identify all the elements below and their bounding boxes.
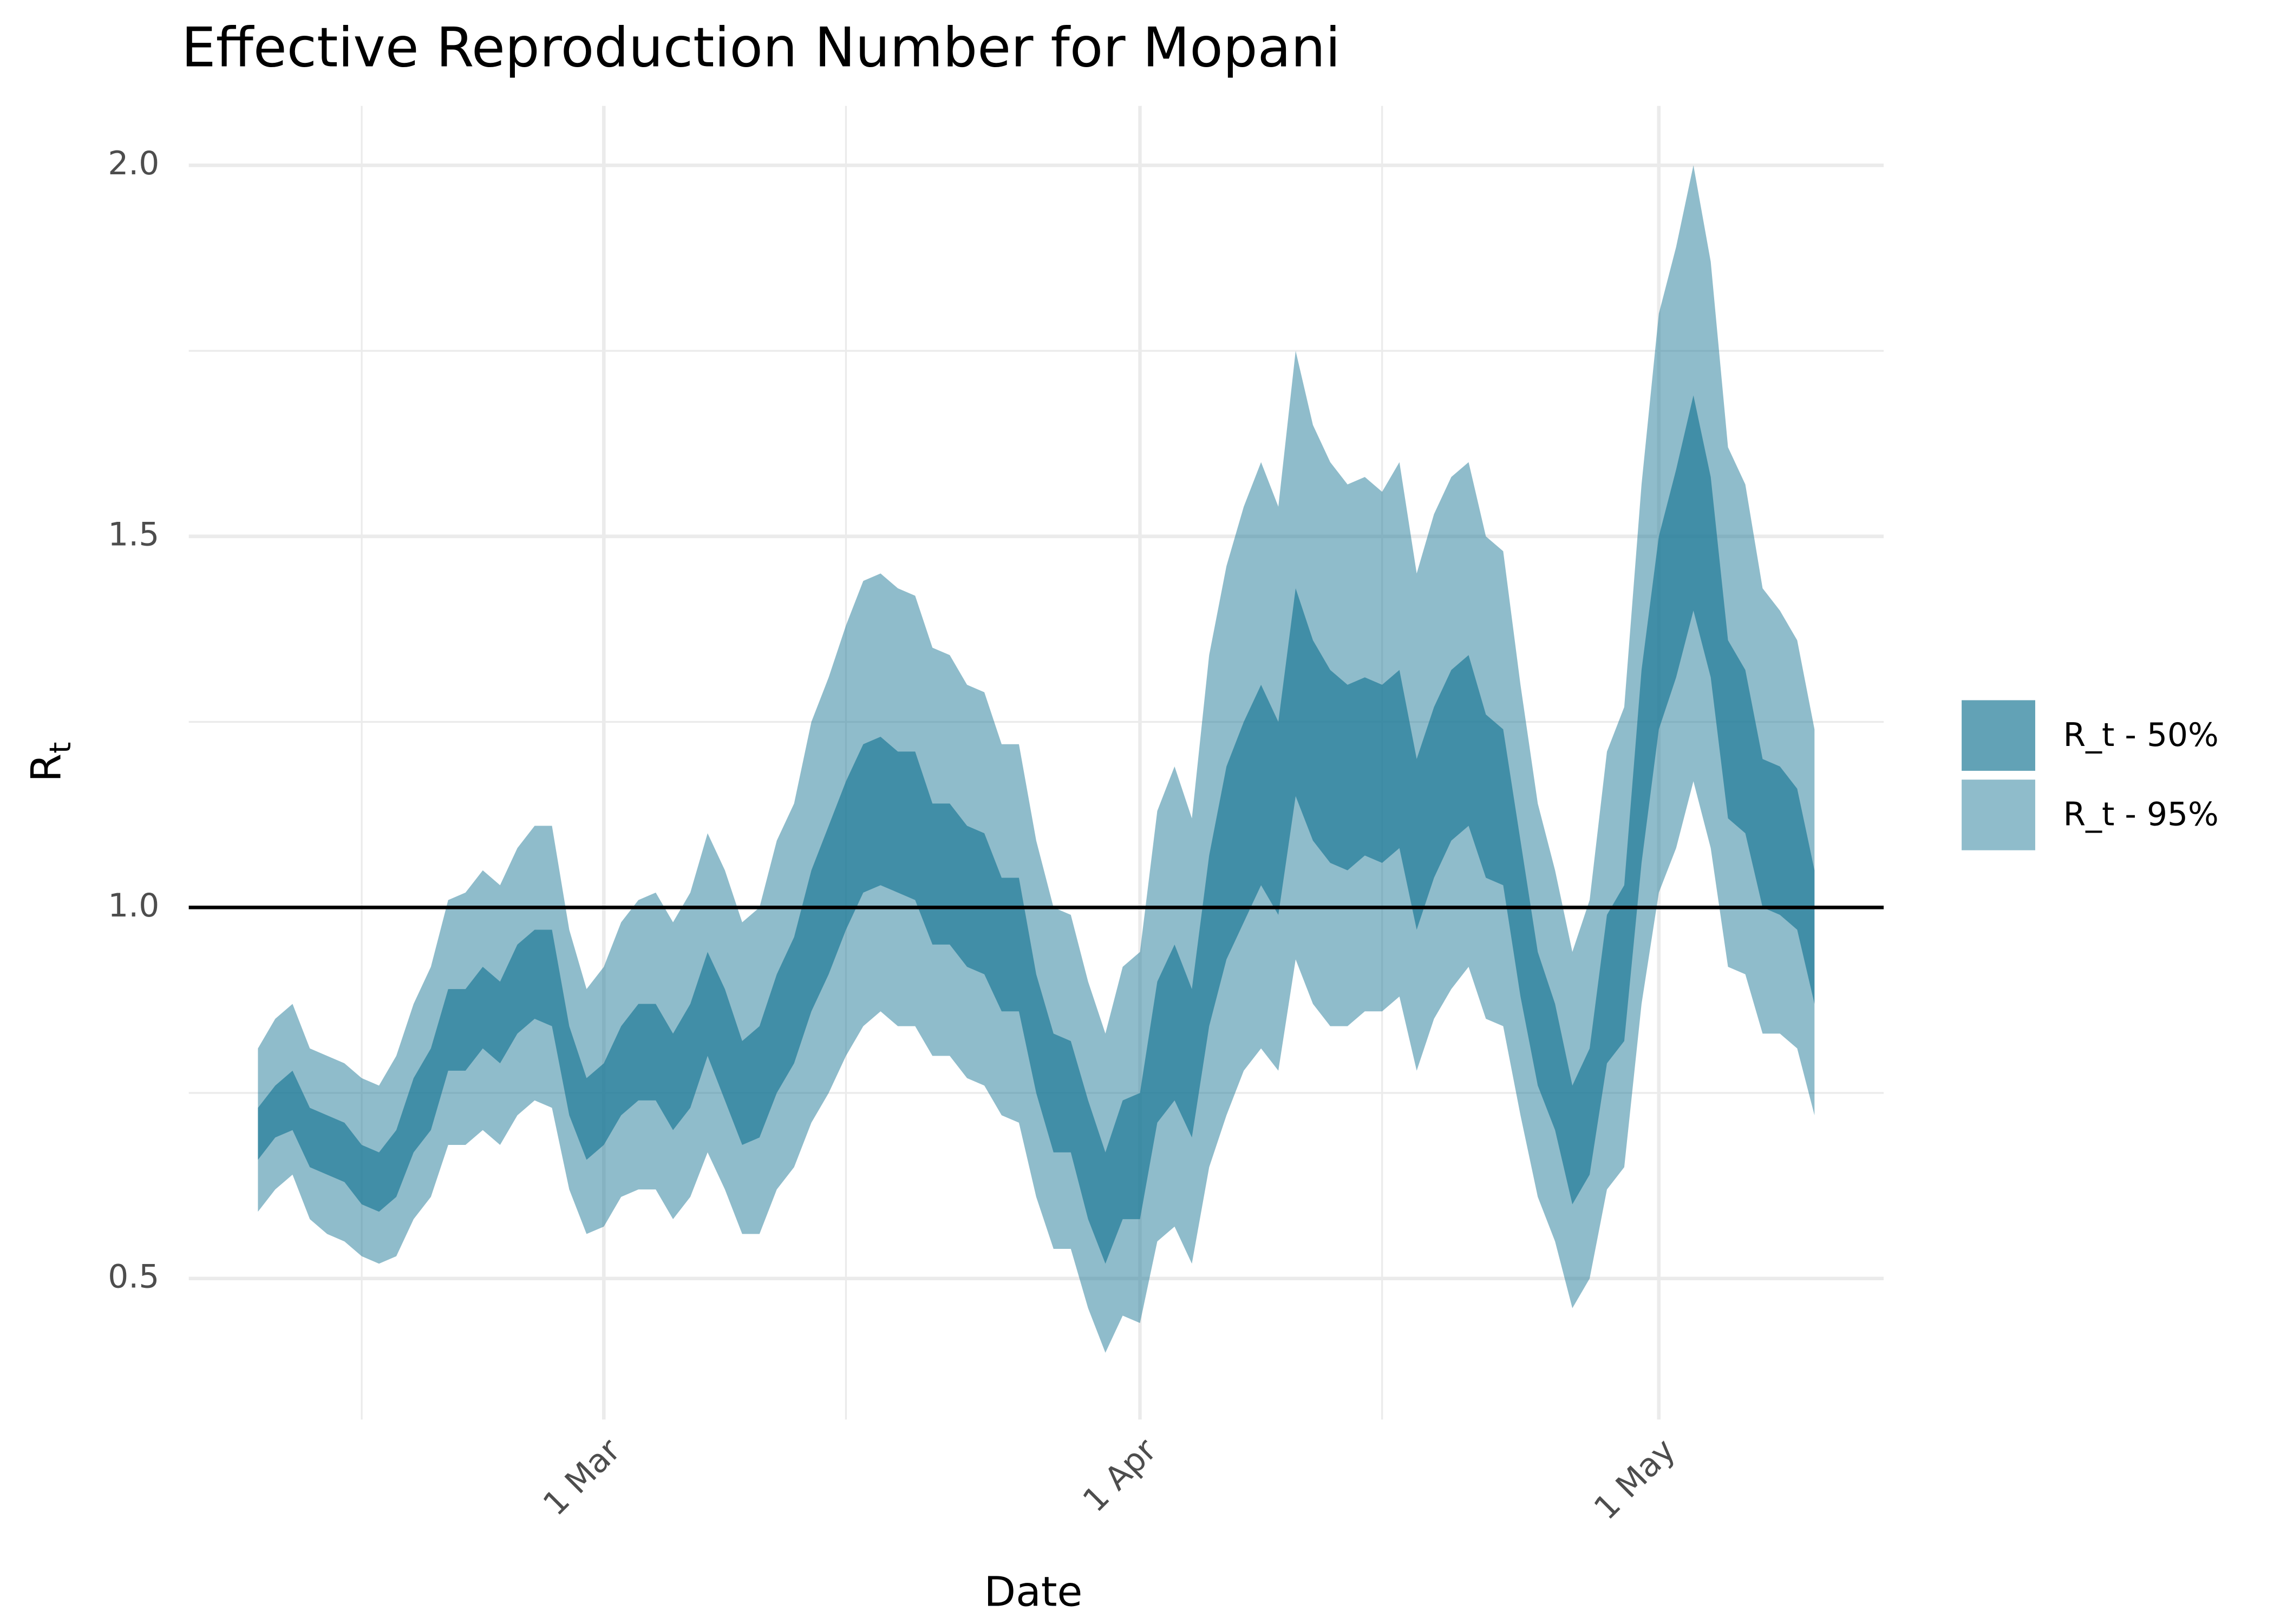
y-axis-title-main: R <box>22 754 70 782</box>
chart-title: Effective Reproduction Number for Mopani <box>181 16 1341 79</box>
ribbon <box>258 395 1815 1264</box>
legend-label: R_t - 50% <box>2063 717 2219 754</box>
legend-label: R_t - 95% <box>2063 796 2219 834</box>
legend: R_t - 50% R_t - 95% <box>1962 700 2219 850</box>
x-tick-label: 1 Mar <box>537 1431 628 1523</box>
y-tick-label: 1.0 <box>108 887 159 925</box>
y-tick-label: 1.5 <box>108 516 159 553</box>
plot-area <box>188 165 1884 1353</box>
x-tick-label: 1 Apr <box>1076 1431 1164 1520</box>
legend-key <box>1962 700 2035 771</box>
legend-key <box>1962 780 2035 850</box>
y-tick-label: 2.0 <box>108 145 159 182</box>
y-tick-label: 0.5 <box>108 1258 159 1295</box>
y-axis-title-sub: t <box>43 742 77 754</box>
x-axis-title: Date <box>984 1568 1083 1616</box>
y-axis-title: Rt <box>22 742 77 782</box>
x-tick-label: 1 May <box>1587 1432 1683 1528</box>
